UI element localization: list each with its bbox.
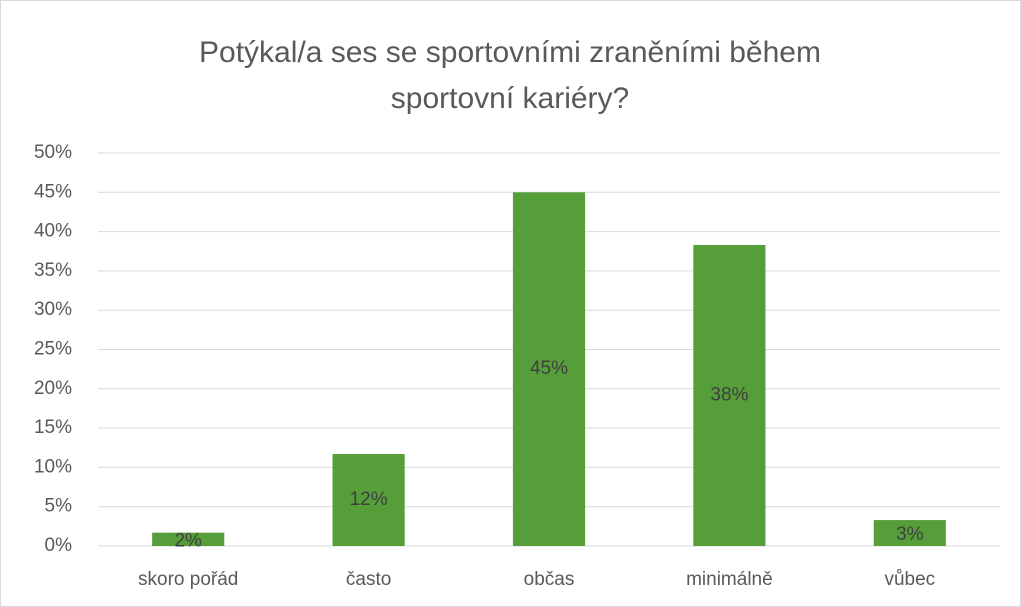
- x-tick-label: skoro pořád: [138, 569, 238, 590]
- y-tick-label: 30%: [34, 299, 72, 320]
- y-tick-label: 5%: [45, 496, 73, 517]
- y-tick-label: 50%: [34, 142, 72, 163]
- data-label: 45%: [530, 358, 568, 379]
- y-tick-label: 15%: [34, 417, 72, 438]
- data-label: 12%: [350, 489, 388, 510]
- bar: [873, 520, 946, 546]
- data-label: 38%: [710, 384, 748, 405]
- data-label: 2%: [174, 530, 202, 551]
- y-tick-label: 20%: [34, 378, 72, 399]
- bar: [512, 192, 586, 547]
- bar: [332, 454, 405, 546]
- chart-title: Potýkal/a ses se sportovními zraněními b…: [199, 36, 821, 115]
- y-tick-label: 25%: [34, 339, 72, 360]
- x-tick-label: často: [346, 569, 391, 590]
- x-tick-label: vůbec: [884, 569, 935, 590]
- y-tick-label: 35%: [34, 260, 72, 281]
- bar: [152, 532, 225, 546]
- y-tick-label: 40%: [34, 221, 72, 242]
- bar: [693, 244, 766, 546]
- y-tick-label: 45%: [34, 181, 72, 202]
- x-tick-label: minimálně: [686, 569, 773, 590]
- y-tick-label: 0%: [45, 535, 73, 556]
- x-tick-label: občas: [524, 569, 575, 590]
- data-label: 3%: [896, 524, 924, 545]
- y-tick-label: 10%: [34, 456, 72, 477]
